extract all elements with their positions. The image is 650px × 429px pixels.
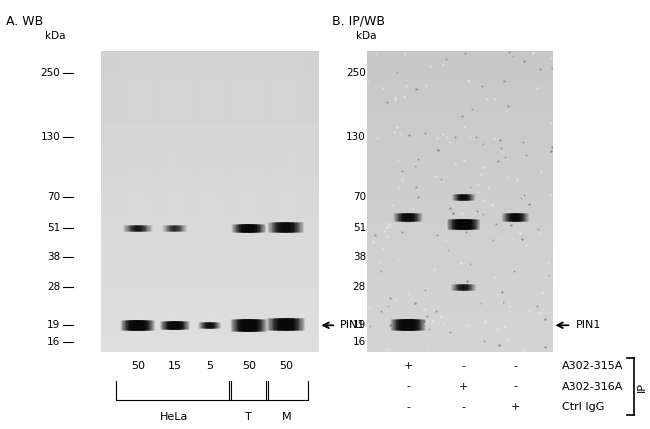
Text: 16: 16	[47, 337, 60, 347]
Text: PIN1: PIN1	[340, 320, 365, 330]
Text: 19: 19	[353, 320, 366, 330]
Text: 50: 50	[242, 361, 256, 371]
Text: 50: 50	[279, 361, 293, 371]
Text: 38: 38	[47, 252, 60, 262]
Text: 28: 28	[353, 282, 366, 292]
Text: A302-316A: A302-316A	[562, 381, 623, 392]
Text: 38: 38	[353, 252, 366, 262]
Text: IP: IP	[636, 381, 647, 392]
Text: 19: 19	[47, 320, 60, 330]
Text: +: +	[403, 361, 413, 371]
Text: A302-315A: A302-315A	[562, 361, 623, 371]
Text: M: M	[282, 412, 292, 423]
Text: 70: 70	[47, 192, 60, 202]
Text: 50: 50	[131, 361, 145, 371]
Text: -: -	[514, 381, 517, 392]
Text: A. WB: A. WB	[6, 15, 44, 28]
Text: 70: 70	[353, 192, 366, 202]
Text: kDa: kDa	[45, 31, 66, 41]
Text: 250: 250	[41, 68, 60, 78]
Text: 15: 15	[168, 361, 182, 371]
Text: -: -	[462, 402, 465, 412]
Text: -: -	[406, 381, 410, 392]
Text: kDa: kDa	[356, 31, 376, 41]
Text: 51: 51	[47, 224, 60, 233]
Text: +: +	[511, 402, 520, 412]
Text: HeLa: HeLa	[159, 412, 188, 423]
Text: 5: 5	[206, 361, 213, 371]
Text: -: -	[514, 361, 517, 371]
Text: 28: 28	[47, 282, 60, 292]
Text: -: -	[462, 361, 465, 371]
Text: 250: 250	[346, 68, 366, 78]
Text: T: T	[246, 412, 252, 423]
Text: 51: 51	[353, 224, 366, 233]
Text: +: +	[459, 381, 468, 392]
Text: -: -	[406, 402, 410, 412]
Text: 130: 130	[346, 132, 366, 142]
Text: 130: 130	[41, 132, 60, 142]
Text: 16: 16	[353, 337, 366, 347]
Text: B. IP/WB: B. IP/WB	[332, 15, 385, 28]
Text: Ctrl IgG: Ctrl IgG	[562, 402, 604, 412]
Text: PIN1: PIN1	[575, 320, 601, 330]
